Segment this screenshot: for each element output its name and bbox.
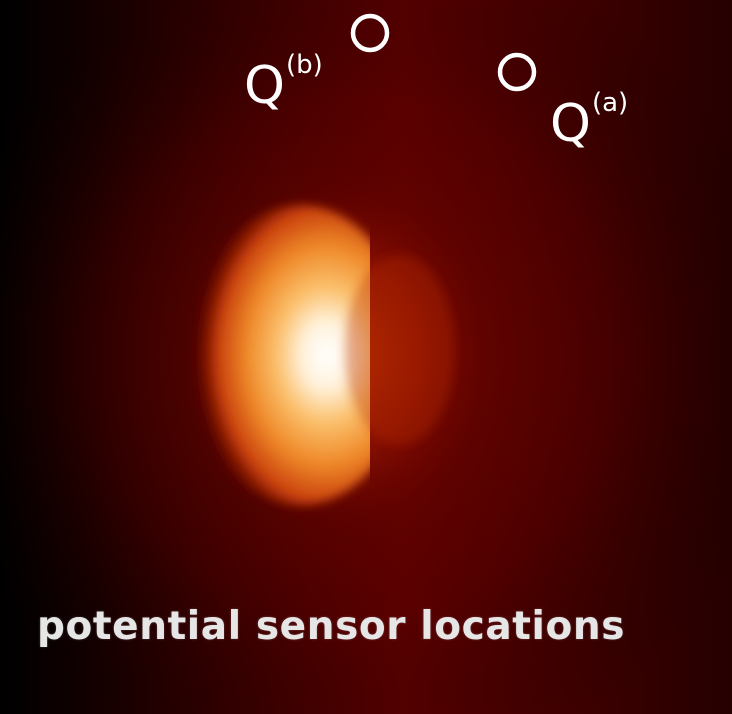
hotspot-core-group [190, 205, 370, 505]
sensor-b-symbol: Q [244, 56, 285, 116]
sensor-label-b: Q(b) [244, 52, 323, 112]
sensor-marker-b[interactable] [350, 13, 390, 53]
sensor-marker-a[interactable] [497, 52, 537, 92]
hotspot-right-lobe [345, 255, 455, 445]
hotspot-core [190, 205, 370, 505]
sensor-label-a: Q(a) [550, 90, 628, 150]
sensor-b-superscript: (b) [285, 50, 323, 80]
sensor-a-superscript: (a) [591, 88, 629, 118]
sensor-a-symbol: Q [550, 94, 591, 154]
caption-text: potential sensor locations [37, 604, 626, 649]
